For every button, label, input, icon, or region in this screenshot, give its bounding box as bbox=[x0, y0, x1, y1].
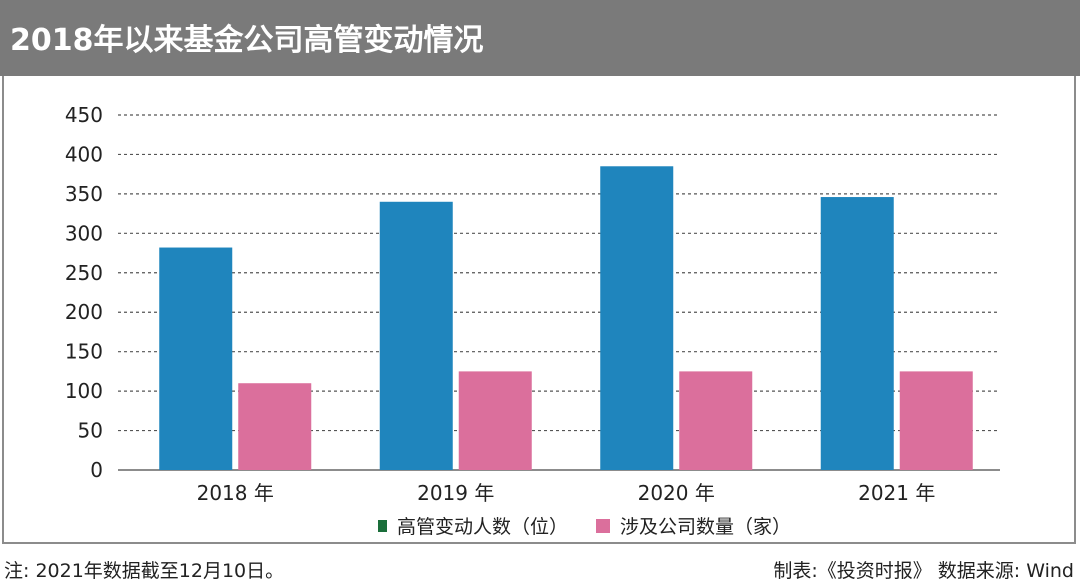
y-tick-label: 200 bbox=[65, 300, 103, 324]
legend-label: 涉及公司数量（家） bbox=[620, 516, 792, 538]
legend-item: 涉及公司数量（家） bbox=[596, 512, 791, 539]
footer-source: 制表:《投资时报》 数据来源: Wind bbox=[773, 560, 1074, 582]
x-tick-label: 2021 年 bbox=[858, 481, 935, 505]
bar-executive-changes-2 bbox=[600, 166, 674, 470]
title-bar: 2018年以来基金公司高管变动情况 bbox=[0, 0, 1080, 76]
bar-companies-3 bbox=[899, 371, 973, 470]
bar-executive-changes-3 bbox=[820, 197, 894, 471]
bar-executive-changes-0 bbox=[159, 247, 233, 470]
x-tick-label: 2018 年 bbox=[197, 481, 274, 505]
y-tick-label: 100 bbox=[65, 379, 103, 403]
y-tick-label: 150 bbox=[65, 340, 103, 364]
x-tick-label: 2019 年 bbox=[417, 481, 494, 505]
legend-swatch bbox=[378, 519, 387, 532]
chart-panel bbox=[2, 76, 1076, 544]
legend-swatch bbox=[596, 518, 610, 533]
bar-chart: 0 50 100 150 200 250 300 350 400 450 2018 年 2019 年 2… bbox=[65, 103, 1000, 505]
bar-companies-0 bbox=[238, 383, 312, 470]
y-tick-label: 50 bbox=[78, 419, 103, 443]
y-tick-label: 450 bbox=[65, 103, 103, 127]
y-tick-label: 400 bbox=[65, 142, 103, 166]
bar-companies-1 bbox=[458, 371, 532, 470]
bar-executive-changes-1 bbox=[379, 201, 453, 470]
bar-companies-2 bbox=[679, 371, 753, 470]
y-tick-label: 350 bbox=[65, 182, 103, 206]
y-tick-label: 0 bbox=[90, 458, 103, 482]
y-tick-label: 300 bbox=[65, 221, 103, 245]
y-tick-label: 250 bbox=[65, 261, 103, 285]
chart-title: 2018年以来基金公司高管变动情况 bbox=[10, 23, 484, 58]
chart-legend: 高管变动人数（位） 涉及公司数量（家） bbox=[0, 512, 1080, 540]
legend-label: 高管变动人数（位） bbox=[397, 516, 569, 538]
legend-item: 高管变动人数（位） bbox=[378, 512, 568, 539]
x-tick-label: 2020 年 bbox=[638, 481, 715, 505]
footer-note: 注: 2021年数据截至12月10日。 bbox=[4, 560, 285, 582]
